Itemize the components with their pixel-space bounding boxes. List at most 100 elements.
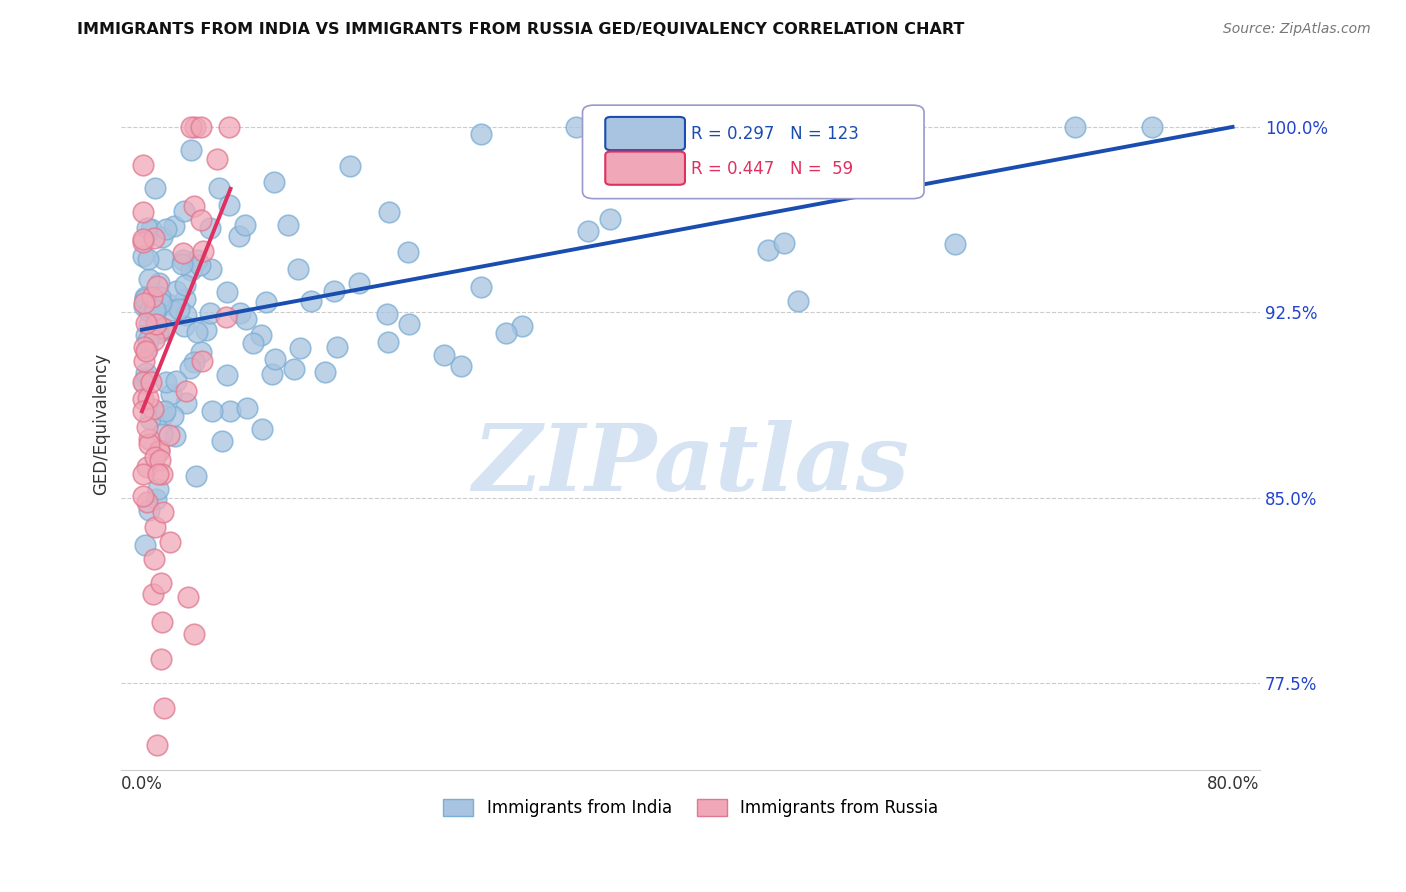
Point [141, 290, 163, 304]
Point [135, 420, 157, 434]
Point [163, 219, 186, 233]
Point [157, 428, 180, 442]
Point [495, 326, 517, 341]
Point [152, 505, 174, 519]
Point [510, 319, 533, 334]
Point [183, 120, 205, 134]
Point [135, 317, 157, 331]
Point [136, 391, 159, 405]
Point [228, 229, 250, 244]
Point [134, 290, 156, 304]
Point [198, 221, 221, 235]
Point [159, 387, 181, 401]
Point [186, 325, 208, 339]
Point [157, 297, 180, 311]
Point [139, 375, 162, 389]
Point [263, 175, 285, 189]
Point [375, 307, 398, 321]
Point [136, 334, 159, 348]
Point [787, 293, 810, 308]
Point [235, 312, 257, 326]
Point [565, 120, 588, 134]
Point [159, 535, 181, 549]
Point [208, 180, 231, 194]
Point [139, 222, 162, 236]
Point [139, 412, 162, 426]
Point [162, 409, 184, 423]
Point [190, 120, 212, 134]
Point [142, 231, 165, 245]
Point [138, 271, 160, 285]
Point [148, 277, 170, 291]
Point [142, 302, 165, 317]
Point [194, 323, 217, 337]
FancyBboxPatch shape [605, 152, 685, 185]
Point [149, 290, 172, 304]
Point [131, 232, 153, 246]
Point [152, 426, 174, 441]
Point [322, 284, 344, 298]
Point [173, 277, 195, 292]
Point [134, 341, 156, 355]
Point [180, 120, 202, 134]
Point [153, 252, 176, 266]
Point [145, 279, 167, 293]
Point [138, 303, 160, 318]
Point [872, 122, 894, 136]
Point [200, 262, 222, 277]
Point [131, 376, 153, 390]
Point [143, 552, 166, 566]
Point [176, 384, 198, 399]
Point [143, 450, 166, 465]
Point [218, 403, 240, 417]
Point [143, 333, 166, 347]
Point [218, 120, 240, 134]
Point [848, 120, 870, 134]
Point [184, 469, 207, 483]
Point [1140, 120, 1163, 134]
FancyBboxPatch shape [605, 117, 685, 150]
Point [163, 429, 186, 443]
Point [142, 587, 165, 601]
Point [155, 376, 177, 390]
Point [173, 204, 195, 219]
Point [183, 355, 205, 369]
Point [135, 371, 157, 385]
Point [943, 237, 966, 252]
Point [138, 433, 160, 447]
Point [470, 128, 492, 142]
Point [165, 284, 187, 298]
Text: R = 0.447   N =  59: R = 0.447 N = 59 [690, 160, 853, 178]
Point [252, 422, 274, 436]
Point [131, 158, 153, 172]
Point [398, 317, 420, 331]
Point [174, 293, 197, 307]
Point [433, 348, 456, 362]
Point [1063, 120, 1085, 134]
Point [173, 246, 195, 260]
Text: R = 0.297   N = 123: R = 0.297 N = 123 [690, 125, 859, 144]
Point [148, 444, 170, 458]
Point [135, 327, 157, 342]
Point [138, 503, 160, 517]
Point [155, 222, 177, 236]
Point [149, 453, 172, 467]
Point [856, 145, 879, 160]
Point [138, 437, 160, 451]
Point [176, 396, 198, 410]
Point [173, 318, 195, 333]
Point [142, 402, 165, 417]
Point [450, 359, 472, 373]
Legend: Immigrants from India, Immigrants from Russia: Immigrants from India, Immigrants from R… [436, 792, 945, 824]
Point [262, 368, 284, 382]
Point [132, 490, 155, 504]
Point [200, 306, 222, 320]
Text: Source: ZipAtlas.com: Source: ZipAtlas.com [1223, 22, 1371, 37]
Point [148, 442, 170, 457]
Point [229, 306, 252, 320]
Point [145, 302, 167, 317]
Point [134, 538, 156, 552]
Point [167, 301, 190, 316]
Point [215, 285, 238, 299]
Point [276, 218, 298, 232]
